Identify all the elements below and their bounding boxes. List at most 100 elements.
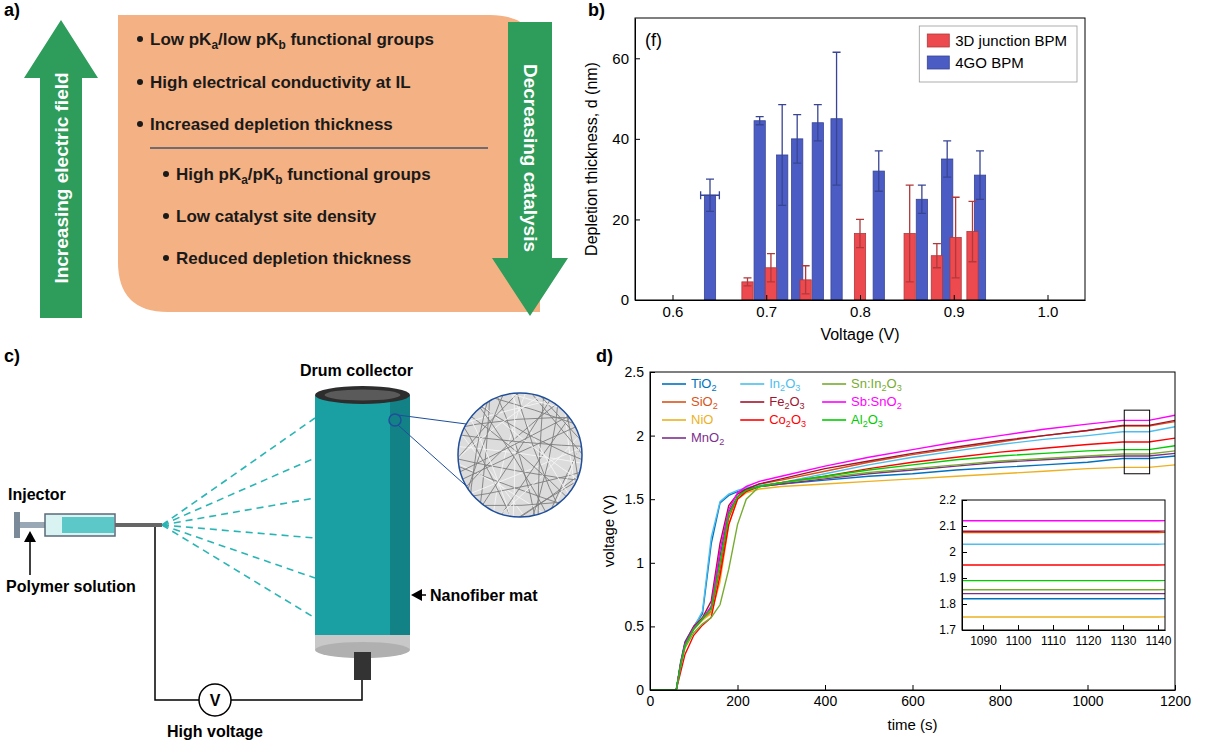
spray — [162, 525, 315, 618]
tick-label: 1.8 — [939, 597, 956, 611]
tick-mark — [1018, 625, 1019, 630]
fiber — [441, 432, 602, 447]
tick: 1140 — [1146, 625, 1172, 648]
fiber-outline — [458, 393, 582, 517]
tick-label: 1200 — [1160, 693, 1191, 709]
plunger-thumb — [14, 512, 20, 538]
tick-label: 0.7 — [756, 303, 777, 320]
line — [962, 588, 1165, 630]
axis: 109011001110112011301140 — [963, 625, 1172, 648]
tick-label: 60 — [612, 50, 629, 67]
drum-top-inner — [325, 390, 401, 401]
spray — [162, 458, 315, 525]
error-bar — [969, 201, 977, 261]
tick: 0 — [636, 682, 655, 698]
annotation: (f) — [645, 30, 662, 50]
axis-line — [650, 373, 651, 691]
tick-label: 200 — [726, 693, 750, 709]
legend-line — [662, 419, 686, 421]
axis: 00.511.522.5 — [625, 364, 655, 698]
tick-label: 20 — [612, 211, 629, 228]
axis-line — [963, 630, 1166, 631]
error-bar — [906, 185, 914, 282]
spot — [389, 414, 401, 426]
bullet-text: Reduced depletion thickness — [176, 249, 411, 268]
axis: 020040060080010001200 — [647, 685, 1192, 709]
tick-mark — [650, 626, 655, 627]
line — [962, 573, 1165, 630]
line — [650, 420, 1175, 690]
tick-mark — [673, 295, 674, 300]
box — [118, 15, 540, 312]
text-run: /pK — [248, 165, 276, 184]
legend-line — [740, 401, 764, 403]
text-run: 3 — [801, 419, 806, 429]
panel-label: b) — [588, 0, 605, 20]
legend-item: In2O3 — [740, 376, 800, 393]
legend-label: Sn:In2O3 — [851, 376, 902, 393]
fiber — [507, 358, 615, 477]
tick-mark — [1053, 625, 1054, 630]
tick-mark — [650, 372, 655, 373]
tick-mark — [1123, 625, 1124, 630]
label: Polymer solution — [6, 578, 136, 595]
text-run: SiO — [691, 394, 713, 409]
label: Drum collector — [300, 362, 413, 379]
line — [650, 415, 1175, 690]
text-run: 2 — [719, 437, 724, 447]
y-axis-title: Depletion thickness, d (nm) — [583, 62, 600, 256]
text-run: Increased depletion thickness — [150, 115, 393, 134]
text-run: 3 — [878, 419, 883, 429]
tick-label: 2.5 — [625, 364, 645, 380]
tick-mark — [860, 295, 861, 300]
zoom-box — [1124, 410, 1149, 474]
legend-label: 3D junction BPM — [955, 32, 1067, 49]
legend-label: SiO2 — [691, 394, 718, 411]
legend-line — [740, 383, 764, 385]
tick: 0.8 — [850, 295, 871, 320]
tick: 2.2 — [939, 493, 967, 507]
line — [650, 456, 1175, 690]
drum-top — [315, 386, 410, 404]
legend-label: Fe2O3 — [769, 394, 804, 411]
tick-mark — [1158, 625, 1159, 630]
bullet-text: High electrical conductivity at IL — [150, 73, 411, 92]
fiber — [469, 392, 555, 528]
tick-mark — [913, 685, 914, 690]
tick-label: 2.1 — [939, 519, 956, 533]
text-run: Sn:In — [851, 376, 881, 391]
tick-label: 0.8 — [850, 303, 871, 320]
legend-item: Co2O3 — [740, 412, 806, 429]
tick-label: 0.5 — [625, 618, 645, 634]
legend-label: In2O3 — [769, 376, 800, 393]
legend-item: SiO2 — [662, 394, 718, 411]
spray — [162, 525, 315, 538]
pointer-head — [411, 589, 422, 601]
tick: 1.7 — [939, 623, 967, 637]
error-bar — [976, 151, 984, 199]
tick-mark — [962, 526, 967, 527]
tick: 1.8 — [939, 597, 967, 611]
axis-line — [651, 690, 1176, 691]
line — [962, 523, 1165, 630]
legend: 3D junction BPM4GO BPM — [919, 26, 1077, 82]
tick-label: 2.2 — [939, 493, 956, 507]
tick: 0.9 — [944, 295, 965, 320]
tick: 0.6 — [663, 295, 684, 320]
plunger-rod — [20, 522, 46, 528]
tick-label: 1.7 — [939, 623, 956, 637]
text-run: High pK — [176, 165, 242, 184]
text-run: functional groups — [282, 165, 430, 184]
tick-mark — [635, 300, 640, 301]
error-bar — [802, 266, 810, 294]
panel-label: d) — [596, 346, 613, 366]
zoom-line — [398, 415, 466, 424]
legend-box — [919, 26, 1077, 82]
line — [962, 534, 1165, 630]
fiber — [436, 368, 545, 486]
tick: 600 — [901, 685, 925, 709]
legend-label: MnO2 — [691, 430, 724, 447]
bullet — [163, 171, 169, 177]
fiber — [436, 380, 564, 477]
error-bar — [814, 105, 822, 141]
